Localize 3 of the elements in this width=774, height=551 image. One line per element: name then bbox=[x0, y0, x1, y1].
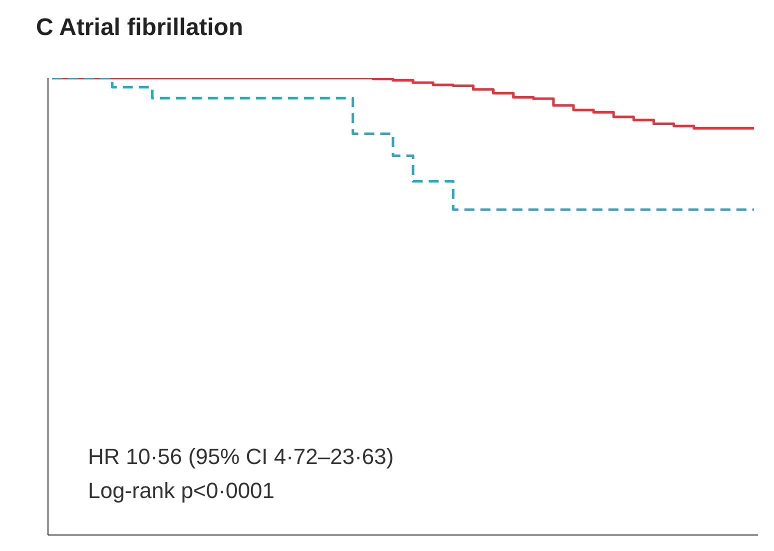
chart-title: C Atrial fibrillation bbox=[36, 14, 244, 42]
annotation: HR 10·56 (95% CI 4·72–23·63) bbox=[88, 443, 394, 471]
annotation: Log-rank p<0·0001 bbox=[88, 477, 276, 505]
